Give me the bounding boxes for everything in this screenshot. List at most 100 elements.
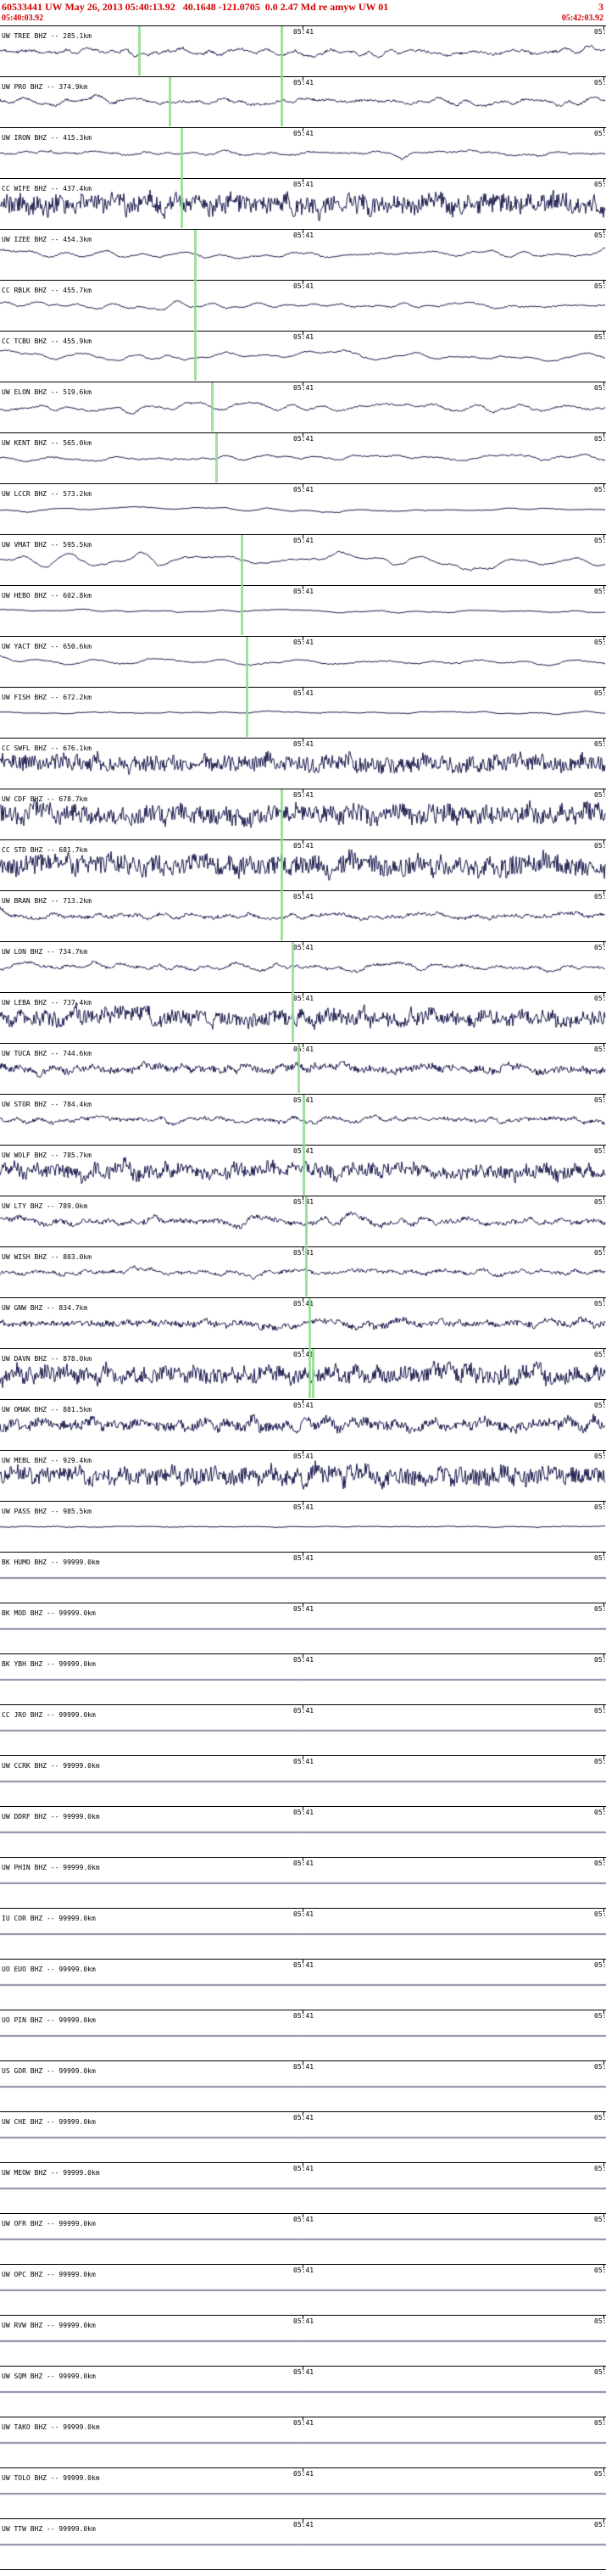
trace-waveform[interactable] — [0, 281, 606, 331]
trace-row[interactable]: UW BRAN BHZ -- 713.2km 05:41 05:42 — [0, 890, 606, 941]
trace-waveform[interactable] — [0, 1858, 606, 1908]
phase-pick-marker[interactable] — [246, 637, 248, 737]
trace-waveform[interactable] — [0, 586, 606, 636]
trace-row[interactable]: UW YACT BHZ -- 650.6km 05:41 05:42 — [0, 636, 606, 687]
trace-waveform[interactable] — [0, 2112, 606, 2162]
trace-row[interactable]: UW RVW BHZ -- 99999.0km 05:41 05:42 — [0, 2315, 606, 2366]
trace-row[interactable]: CC RBLK BHZ -- 455.7km 05:41 05:42 — [0, 280, 606, 331]
trace-row[interactable]: UW IRON BHZ -- 415.3km 05:41 05:42 — [0, 127, 606, 178]
trace-row[interactable]: UW FISH BHZ -- 672.2km 05:41 05:42 — [0, 687, 606, 738]
trace-waveform[interactable] — [0, 1196, 606, 1246]
phase-pick-marker[interactable] — [169, 77, 171, 126]
trace-row[interactable]: UW VMAT BHZ -- 595.5km 05:41 05:42 — [0, 534, 606, 585]
trace-row[interactable]: CC JRO BHZ -- 99999.0km 05:41 05:42 — [0, 1704, 606, 1755]
phase-pick-marker[interactable] — [215, 433, 218, 482]
trace-waveform[interactable] — [0, 993, 606, 1043]
trace-waveform[interactable] — [0, 789, 606, 839]
trace-waveform[interactable] — [0, 230, 606, 280]
trace-waveform[interactable] — [0, 739, 606, 789]
trace-waveform[interactable] — [0, 2010, 606, 2060]
trace-waveform[interactable] — [0, 1400, 606, 1450]
phase-pick-marker[interactable] — [297, 1044, 300, 1093]
trace-row[interactable]: UW LCCR BHZ -- 573.2km 05:41 05:42 — [0, 483, 606, 534]
trace-waveform[interactable] — [0, 1807, 606, 1857]
trace-row[interactable]: UW WISH BHZ -- 803.0km 05:41 05:42 — [0, 1246, 606, 1297]
trace-row[interactable]: IU COR BHZ -- 99999.0km 05:41 05:42 — [0, 1908, 606, 1959]
trace-row[interactable]: UW CHE BHZ -- 99999.0km 05:41 05:42 — [0, 2111, 606, 2162]
trace-row[interactable]: UW OMAK BHZ -- 881.5km 05:41 05:42 — [0, 1399, 606, 1450]
trace-waveform[interactable] — [0, 1502, 606, 1552]
trace-row[interactable]: UW TAKO BHZ -- 99999.0km 05:41 05:42 — [0, 2417, 606, 2467]
trace-waveform[interactable] — [0, 1909, 606, 1959]
trace-row[interactable]: UW PASS BHZ -- 985.5km 05:41 05:42 — [0, 1501, 606, 1552]
phase-pick-marker[interactable] — [312, 1349, 314, 1398]
trace-waveform[interactable] — [0, 942, 606, 992]
trace-waveform[interactable] — [0, 128, 606, 178]
trace-row[interactable]: UW OPC BHZ -- 99999.0km 05:41 05:42 — [0, 2264, 606, 2315]
phase-pick-marker[interactable] — [292, 942, 294, 1042]
trace-row[interactable]: UW TREE BHZ -- 285.1km 05:41 05:42 — [0, 25, 606, 76]
trace-waveform[interactable] — [0, 2519, 606, 2569]
phase-pick-marker[interactable] — [303, 1095, 305, 1195]
trace-waveform[interactable] — [0, 2163, 606, 2213]
trace-waveform[interactable] — [0, 179, 606, 229]
trace-row[interactable]: UW TTW BHZ -- 99999.0km 05:41 05:42 — [0, 2518, 606, 2569]
trace-waveform[interactable] — [0, 484, 606, 534]
trace-waveform[interactable] — [0, 2316, 606, 2366]
trace-row[interactable]: UO EUO BHZ -- 99999.0km 05:41 05:42 — [0, 1959, 606, 2010]
trace-waveform[interactable] — [0, 77, 606, 127]
trace-waveform[interactable] — [0, 1298, 606, 1348]
trace-waveform[interactable] — [0, 840, 606, 890]
trace-row[interactable]: UW DDRF BHZ -- 99999.0km 05:41 05:42 — [0, 1806, 606, 1857]
trace-row[interactable]: CC SWFL BHZ -- 676.1km 05:41 05:42 — [0, 738, 606, 789]
trace-waveform[interactable] — [0, 535, 606, 585]
trace-row[interactable]: UW HEBO BHZ -- 602.8km 05:41 05:42 — [0, 585, 606, 636]
trace-waveform[interactable] — [0, 1247, 606, 1297]
phase-pick-marker[interactable] — [181, 128, 183, 228]
trace-row[interactable]: UW IZEE BHZ -- 454.3km 05:41 05:42 — [0, 229, 606, 280]
trace-row[interactable]: UW TUCA BHZ -- 744.6km 05:41 05:42 — [0, 1043, 606, 1094]
trace-waveform[interactable] — [0, 1603, 606, 1653]
trace-waveform[interactable] — [0, 2214, 606, 2264]
trace-row[interactable]: UW MEBL BHZ -- 929.4km 05:41 05:42 — [0, 1450, 606, 1501]
trace-waveform[interactable] — [0, 2367, 606, 2417]
trace-row[interactable]: UW PRO BHZ -- 374.9km 05:41 05:42 — [0, 76, 606, 127]
trace-row[interactable]: UW GNW BHZ -- 834.7km 05:41 05:42 — [0, 1297, 606, 1348]
trace-waveform[interactable] — [0, 382, 606, 432]
trace-row[interactable]: UW SQM BHZ -- 99999.0km 05:41 05:42 — [0, 2366, 606, 2417]
trace-waveform[interactable] — [0, 637, 606, 687]
trace-waveform[interactable] — [0, 1705, 606, 1755]
trace-waveform[interactable] — [0, 332, 606, 382]
phase-pick-marker[interactable] — [194, 230, 197, 381]
phase-pick-marker[interactable] — [211, 382, 214, 432]
trace-row[interactable]: UW KENT BHZ -- 565.0km 05:41 05:42 — [0, 432, 606, 483]
trace-row[interactable]: UW LTY BHZ -- 789.0km 05:41 05:42 — [0, 1196, 606, 1246]
trace-row[interactable]: UW CDF BHZ -- 678.7km 05:41 05:42 — [0, 789, 606, 839]
trace-row[interactable]: UW LON BHZ -- 734.7km 05:41 05:42 — [0, 941, 606, 992]
phase-pick-marker[interactable] — [281, 26, 283, 126]
trace-row[interactable]: UW OFR BHZ -- 99999.0km 05:41 05:42 — [0, 2213, 606, 2264]
trace-waveform[interactable] — [0, 2265, 606, 2315]
trace-row[interactable]: BK MOD BHZ -- 99999.0km 05:41 05:42 — [0, 1603, 606, 1653]
phase-pick-marker[interactable] — [309, 1298, 311, 1398]
trace-row[interactable]: UW ELON BHZ -- 519.6km 05:41 05:42 — [0, 382, 606, 432]
trace-row[interactable]: UW MEOW BHZ -- 99999.0km 05:41 05:42 — [0, 2162, 606, 2213]
trace-waveform[interactable] — [0, 26, 606, 76]
trace-row[interactable]: CC TCBU BHZ -- 455.9km 05:41 05:42 — [0, 331, 606, 382]
trace-row[interactable]: UW PHIN BHZ -- 99999.0km 05:41 05:42 — [0, 1857, 606, 1908]
trace-row[interactable]: UW LEBA BHZ -- 737.4km 05:41 05:42 — [0, 992, 606, 1043]
trace-waveform[interactable] — [0, 2061, 606, 2111]
trace-row[interactable]: BK HUMO BHZ -- 99999.0km 05:41 05:42 — [0, 1552, 606, 1603]
trace-waveform[interactable] — [0, 1044, 606, 1094]
phase-pick-marker[interactable] — [241, 535, 243, 635]
phase-pick-marker[interactable] — [138, 26, 141, 75]
phase-pick-marker[interactable] — [281, 789, 283, 940]
trace-waveform[interactable] — [0, 891, 606, 941]
trace-waveform[interactable] — [0, 1451, 606, 1501]
trace-waveform[interactable] — [0, 1349, 606, 1399]
trace-waveform[interactable] — [0, 2417, 606, 2467]
trace-waveform[interactable] — [0, 688, 606, 738]
trace-waveform[interactable] — [0, 1756, 606, 1806]
phase-pick-marker[interactable] — [305, 1196, 308, 1296]
trace-row[interactable]: UW CCRK BHZ -- 99999.0km 05:41 05:42 — [0, 1755, 606, 1806]
